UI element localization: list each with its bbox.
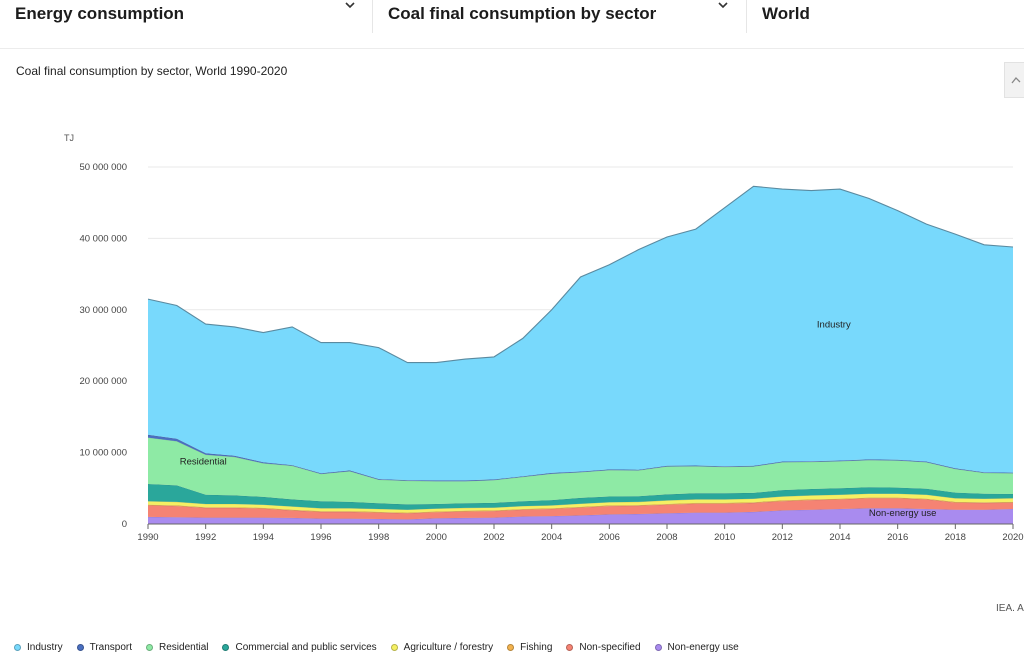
x-tick-label: 2016	[887, 532, 908, 543]
line-industry	[147, 185, 1014, 364]
indicator-selector-label: Energy consumption	[15, 4, 185, 23]
y-tick-label: 50 000 000	[79, 162, 127, 173]
y-tick-label: 0	[122, 519, 127, 530]
area-agriculture-forestry[interactable]	[148, 493, 1013, 513]
x-tick-label: 2010	[714, 532, 735, 543]
legend-item-residential[interactable]: Residential	[146, 642, 208, 653]
legend-item-fishing[interactable]: Fishing	[507, 642, 552, 653]
top-filter-bar: Energy consumption Coal final consumptio…	[0, 0, 1024, 34]
source-note: IEA. A	[996, 603, 1024, 614]
legend-item-industry[interactable]: Industry	[14, 642, 63, 653]
chevron-down-icon	[345, 2, 355, 9]
y-tick-label: 20 000 000	[79, 376, 127, 387]
legend-item-agriculture-forestry[interactable]: Agriculture / forestry	[390, 642, 494, 653]
product-selector-label: Coal final consumption by sector	[388, 4, 657, 23]
legend-swatch	[390, 644, 398, 651]
legend-label: Transport	[89, 642, 132, 653]
x-tick-label: 2004	[541, 532, 562, 543]
area-fishing[interactable]	[148, 497, 1013, 514]
legend-item-transport[interactable]: Transport	[76, 642, 132, 653]
legend-item-non-specified[interactable]: Non-specified	[566, 642, 641, 653]
indicator-selector[interactable]: Energy consumption	[0, 0, 373, 33]
legend-item-commercial-and-public-services[interactable]: Commercial and public services	[222, 642, 377, 653]
chart-title: Coal final consumption by sector, World …	[16, 64, 288, 78]
chart-legend: Industry Transport Residential Commercial a…	[14, 642, 753, 656]
legend-label: Fishing	[520, 642, 553, 653]
annotations: Industry Residential Non-energy use	[180, 320, 937, 519]
x-tick-label: 1994	[253, 532, 274, 543]
legend-label: Non-specified	[579, 642, 641, 653]
area-residential[interactable]	[148, 437, 1013, 505]
legend-label: Commercial and public services	[235, 642, 377, 653]
y-axis-unit-label: TJ	[64, 133, 74, 143]
x-tick-label: 2012	[772, 532, 793, 543]
x-tick-label: 1996	[310, 532, 331, 543]
axes: 0 10 000 000 20 000 000 30 000 000 40 000 00…	[79, 162, 1023, 543]
legend-swatch	[566, 644, 574, 651]
y-tick-label: 40 000 000	[79, 233, 127, 244]
chart-card	[0, 48, 1024, 656]
x-tick-label: 2000	[426, 532, 447, 543]
chart-options-icon	[1011, 77, 1021, 84]
area-industry[interactable]	[148, 186, 1013, 481]
product-selector[interactable]: Coal final consumption by sector	[373, 0, 747, 33]
legend-swatch	[146, 644, 153, 651]
annotation-residential: Residential	[180, 457, 227, 468]
legend-swatch	[654, 644, 662, 651]
x-tick-label: 1998	[368, 532, 389, 543]
x-tick-label: 2018	[945, 532, 966, 543]
legend-swatch	[76, 644, 84, 651]
legend-swatch	[222, 644, 230, 651]
legend-swatch	[14, 644, 21, 651]
area-transport[interactable]	[148, 434, 1013, 482]
area-non-specified[interactable]	[148, 498, 1013, 520]
legend-item-non-energy-use[interactable]: Non-energy use	[654, 642, 739, 653]
legend-label: Non-energy use	[667, 642, 739, 653]
y-tick-label: 30 000 000	[79, 305, 127, 316]
legend-label: Residential	[159, 642, 209, 653]
annotation-non-energy-use: Non-energy use	[869, 508, 937, 519]
x-tick-label: 1990	[137, 532, 158, 543]
x-tick-label: 2020	[1002, 532, 1023, 543]
x-tick-label: 2002	[483, 532, 504, 543]
chart-options-button[interactable]	[1004, 62, 1024, 98]
area-commercial-and-public-services[interactable]	[148, 484, 1013, 510]
area-series	[147, 185, 1014, 524]
x-tick-label: 2006	[599, 532, 620, 543]
area-non-energy-use[interactable]	[148, 508, 1013, 524]
region-selector-label: World	[762, 4, 810, 23]
x-tick-label: 2008	[656, 532, 677, 543]
y-tick-label: 10 000 000	[79, 448, 127, 459]
chevron-down-icon	[718, 2, 728, 9]
annotation-industry: Industry	[817, 320, 851, 331]
x-tick-label: 2014	[829, 532, 850, 543]
legend-label: Agriculture / forestry	[403, 642, 494, 653]
x-tick-label: 1992	[195, 532, 216, 543]
region-selector[interactable]: World	[747, 0, 1024, 33]
legend-swatch	[507, 644, 515, 651]
legend-label: Industry	[27, 642, 63, 653]
